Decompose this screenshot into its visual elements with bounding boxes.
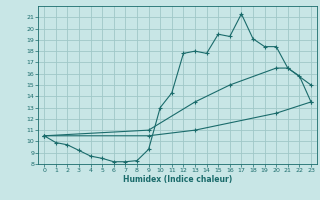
X-axis label: Humidex (Indice chaleur): Humidex (Indice chaleur) [123,175,232,184]
